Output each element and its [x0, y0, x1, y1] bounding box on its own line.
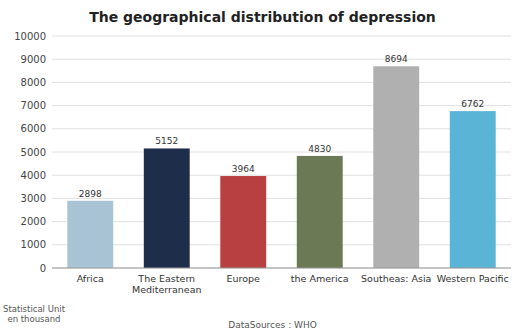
- source-note: DataSources : WHO: [228, 320, 317, 330]
- y-tick-label: 8000: [21, 77, 46, 88]
- bar: [450, 111, 496, 268]
- x-tick-label: The EasternMediterranean: [132, 273, 201, 295]
- bar: [67, 201, 113, 268]
- grid-line: [52, 268, 511, 269]
- grid: [52, 36, 511, 268]
- unit-label: Statistical Uniten thousand: [3, 304, 66, 324]
- chart-container: The geographical distribution of depress…: [0, 0, 525, 336]
- data-label: 6762: [461, 99, 484, 109]
- x-tick-label: Africa: [77, 273, 104, 284]
- grid-line: [52, 175, 511, 176]
- y-tick-label: 9000: [21, 54, 46, 65]
- bar: [220, 176, 266, 268]
- y-tick-label: 7000: [21, 100, 46, 111]
- grid-line: [52, 82, 511, 83]
- x-tick-label: Western Pacific: [437, 273, 509, 284]
- data-label: 4830: [308, 144, 331, 154]
- x-tick-label: Europe: [227, 273, 261, 284]
- chart-svg: The geographical distribution of depress…: [0, 0, 525, 336]
- grid-line: [52, 128, 511, 129]
- bar: [297, 156, 343, 268]
- grid-line: [52, 152, 511, 153]
- grid-line: [52, 59, 511, 60]
- bar: [144, 148, 190, 268]
- data-label: 8694: [385, 54, 408, 64]
- x-tick-label: Southeas: Asia: [361, 273, 431, 284]
- grid-line: [52, 105, 511, 106]
- grid-line: [52, 36, 511, 37]
- y-tick-label: 3000: [21, 193, 46, 204]
- bar: [373, 66, 419, 268]
- data-label: 5152: [155, 136, 178, 146]
- x-axis-line: [52, 268, 511, 269]
- y-tick-label: 1000: [21, 239, 46, 250]
- bars: [67, 66, 495, 268]
- y-tick-label: 5000: [21, 147, 46, 158]
- y-tick-label: 6000: [21, 123, 46, 134]
- y-tick-label: 4000: [21, 170, 46, 181]
- title: The geographical distribution of depress…: [89, 9, 436, 25]
- y-tick-label: 10000: [14, 31, 46, 42]
- grid-line: [52, 221, 511, 222]
- grid-line: [52, 244, 511, 245]
- data-label: 2898: [79, 189, 102, 199]
- data-label: 3964: [232, 164, 255, 174]
- grid-line: [52, 198, 511, 199]
- y-tick-label: 0: [40, 263, 46, 274]
- y-tick-label: 2000: [21, 216, 46, 227]
- x-tick-label: the America: [291, 273, 349, 284]
